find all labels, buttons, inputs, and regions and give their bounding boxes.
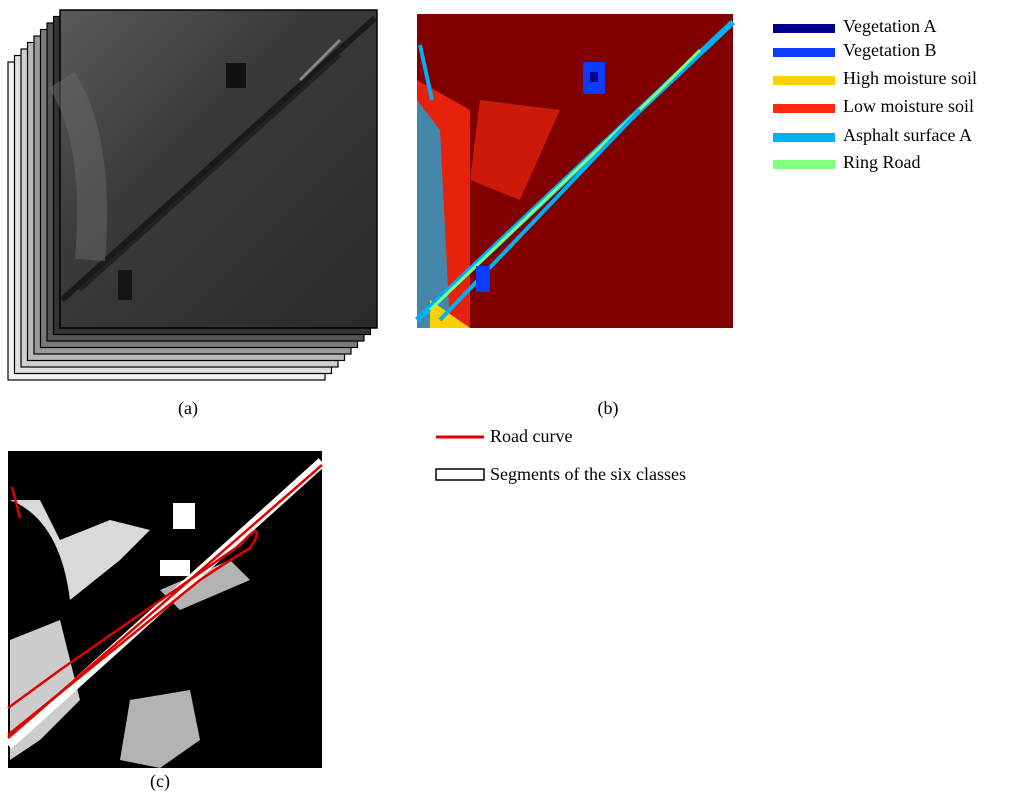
legend-label: Vegetation A xyxy=(843,16,936,36)
legend-label: Low moisture soil xyxy=(843,96,974,116)
legend-swatch xyxy=(773,104,835,113)
figure: (a) (b) Vegetation A Vegetation B High moi… xyxy=(0,0,1024,796)
panel-label: (a) xyxy=(178,398,198,419)
classification-map xyxy=(417,14,733,328)
legend-label: Vegetation B xyxy=(843,40,936,60)
legend-swatch xyxy=(436,469,484,480)
legend: Road curve Segments of the six classes xyxy=(436,426,686,484)
band-image-front xyxy=(60,10,377,328)
panel-label: (c) xyxy=(150,771,170,792)
legend: Vegetation A Vegetation B High moisture so… xyxy=(773,16,977,172)
legend-swatch xyxy=(773,48,835,57)
panel-label: (b) xyxy=(598,398,619,419)
legend-label: High moisture soil xyxy=(843,68,977,88)
legend-label: Ring Road xyxy=(843,152,921,172)
legend-swatch xyxy=(773,133,835,142)
page: {"panels": [ {"label": "(a)"}, {"label":… xyxy=(0,0,1024,796)
legend-swatch xyxy=(773,160,835,169)
legend-swatch xyxy=(773,24,835,33)
legend-label: Asphalt surface A xyxy=(843,125,972,145)
legend-label: Road curve xyxy=(490,426,572,446)
legend-swatch xyxy=(773,76,835,85)
legend-label: Segments of the six classes xyxy=(490,464,686,484)
